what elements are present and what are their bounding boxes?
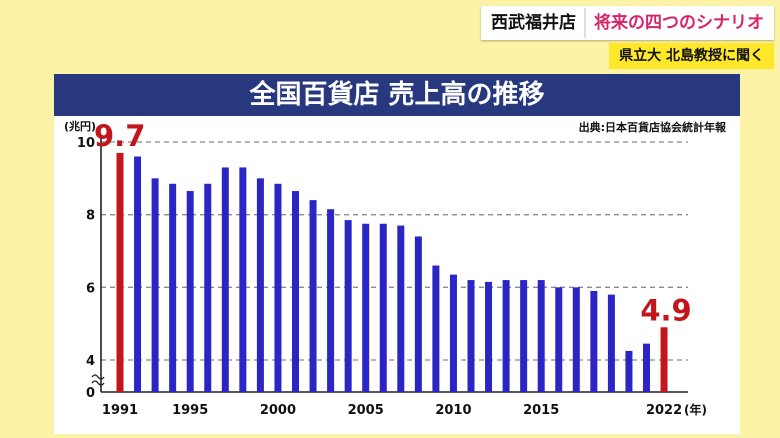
- bar-2010: [449, 274, 457, 392]
- y-tick-label: 10: [77, 136, 95, 151]
- bar-2002: [309, 200, 317, 392]
- source-note: 出典:日本百貨店協会統計年報: [579, 120, 727, 134]
- y-tick-label: 4: [86, 354, 95, 369]
- axis-break-mark: [91, 374, 105, 386]
- bar-2007: [397, 225, 405, 392]
- bar-1991: [116, 152, 124, 392]
- bar-2019: [607, 294, 615, 392]
- bar-1996: [204, 183, 212, 392]
- bar-2012: [485, 281, 493, 392]
- bar-2001: [292, 191, 299, 392]
- bar-2016: [555, 287, 563, 392]
- bar-2021: [643, 343, 650, 392]
- bar-1999: [256, 178, 264, 392]
- bar-2018: [590, 290, 598, 392]
- bar-2015: [537, 280, 545, 392]
- news-caption: 西武福井店 将来の四つのシナリオ 県立大 北島教授に聞く: [481, 6, 774, 69]
- caption-subtitle: 県立大 北島教授に聞く: [609, 43, 774, 69]
- bar-2006: [379, 223, 387, 392]
- bar-1993: [151, 178, 159, 392]
- x-tick-label: 2000: [260, 403, 296, 418]
- y-tick-label: 6: [86, 281, 95, 296]
- y-axis-unit: (兆円): [64, 119, 96, 133]
- bar-2011: [467, 280, 475, 392]
- bar-2013: [502, 280, 510, 392]
- x-tick-label: 2005: [348, 403, 384, 418]
- bar-1998: [239, 167, 247, 392]
- x-tick-label: 2022: [646, 403, 682, 418]
- bar-2022: [660, 327, 668, 392]
- bar-1992: [134, 156, 142, 392]
- x-tick-label: 2015: [523, 403, 559, 418]
- bar-2004: [344, 220, 352, 392]
- bar-2020: [625, 350, 633, 392]
- x-tick-label: 1995: [172, 403, 208, 418]
- bar-1997: [221, 167, 229, 392]
- caption-title: 将来の四つのシナリオ: [584, 8, 772, 38]
- bar-1995: [186, 191, 194, 392]
- x-axis-unit: (年): [684, 402, 707, 417]
- bar-2014: [520, 280, 528, 392]
- bar-2005: [362, 223, 370, 392]
- caption-topic: 西武福井店: [483, 8, 584, 38]
- y-tick-label: 8: [86, 209, 95, 224]
- bar-2000: [274, 183, 282, 392]
- bar-1994: [169, 183, 177, 392]
- bar-2009: [432, 265, 440, 392]
- caption-header: 西武福井店 将来の四つのシナリオ: [481, 6, 774, 40]
- bar-2017: [572, 287, 580, 392]
- chart-title: 全国百貨店 売上高の推移: [54, 74, 740, 116]
- x-tick-label: 1991: [102, 403, 138, 418]
- x-tick-label: 2010: [435, 403, 471, 418]
- data-label-1991: 9.7: [94, 119, 145, 153]
- y-tick-label: 0: [86, 386, 95, 401]
- bar-2008: [414, 236, 422, 392]
- data-label-2022: 4.9: [640, 293, 691, 327]
- bar-2003: [327, 209, 335, 392]
- bar-chart: 出典:日本百貨店協会統計年報 0 4 6 8 10 (兆円)9.7 4.9 1991 1995 20…: [64, 119, 727, 418]
- chart-board: 全国百貨店 売上高の推移 出典:日本百貨店協会統計年報 0 4 6 8 10 (兆円) 9.7…: [54, 74, 740, 434]
